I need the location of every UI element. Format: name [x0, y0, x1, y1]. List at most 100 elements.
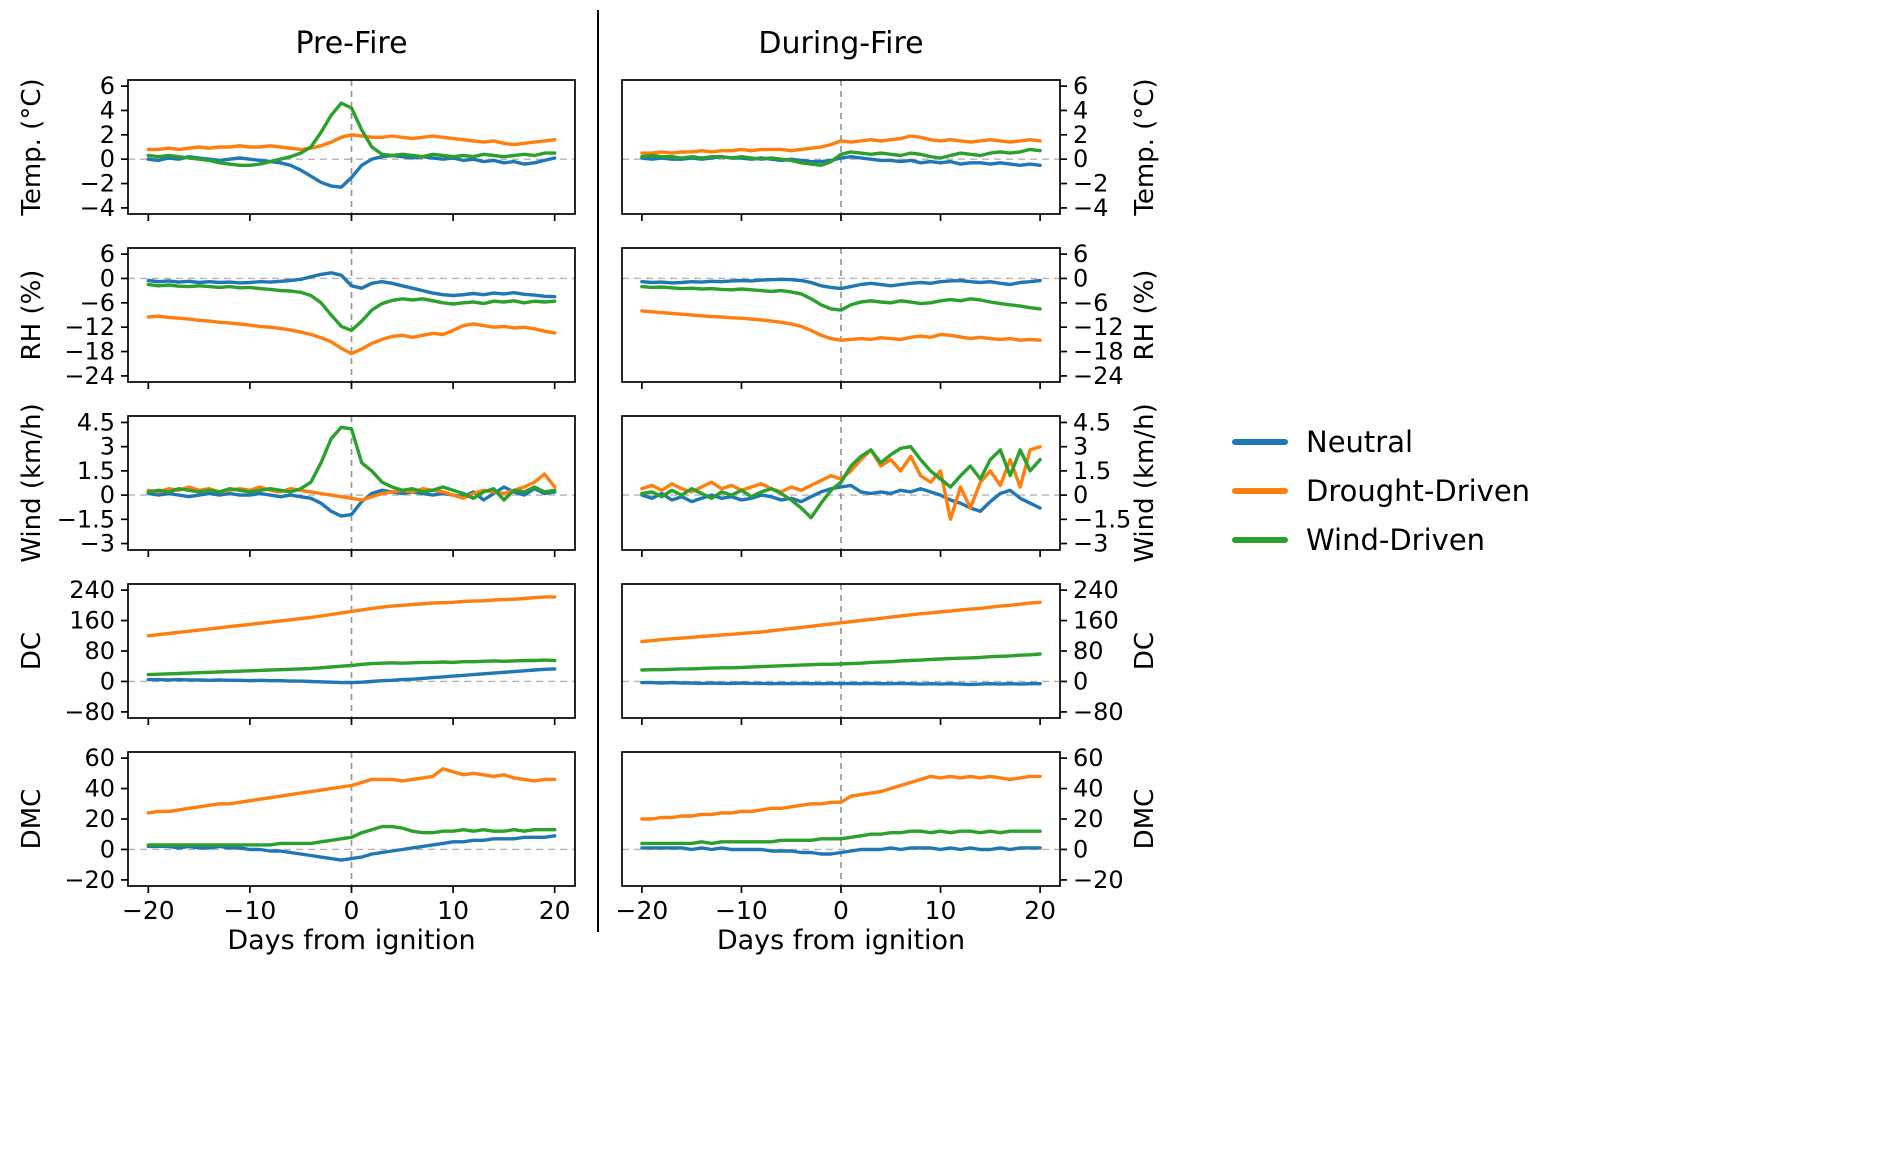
svg-text:4: 4: [100, 96, 115, 124]
svg-text:6: 6: [100, 72, 115, 100]
svg-text:0: 0: [344, 896, 360, 925]
svg-text:0: 0: [100, 145, 115, 173]
chart-during-rh: −24−18−12−606: [621, 240, 1124, 390]
svg-text:10: 10: [437, 896, 469, 925]
svg-text:80: 80: [84, 637, 115, 665]
chart-pre-wind: −3−1.501.534.5: [57, 408, 576, 558]
svg-text:60: 60: [1073, 744, 1104, 772]
svg-text:−1.5: −1.5: [1073, 505, 1131, 533]
svg-text:40: 40: [84, 775, 115, 803]
svg-text:80: 80: [1073, 637, 1104, 665]
svg-text:−24: −24: [1073, 362, 1124, 390]
svg-text:0: 0: [1073, 667, 1088, 695]
svg-text:20: 20: [1024, 896, 1056, 925]
svg-text:3: 3: [1073, 433, 1088, 461]
svg-text:160: 160: [1073, 607, 1119, 635]
panel-during-dmc: −20 0 20 40 60 −20 −10 0 10 20: [616, 744, 1124, 925]
svg-text:−20: −20: [122, 896, 175, 925]
chart-pre-rh: −24−18−12−606: [64, 240, 576, 390]
svg-text:4.5: 4.5: [1073, 408, 1111, 436]
svg-text:3: 3: [100, 433, 115, 461]
legend-entry-neutral: Neutral: [1232, 424, 1530, 460]
ylabel-right-dmc: DMC: [1130, 788, 1160, 850]
legend-entry-drought-driven: Drought-Driven: [1232, 473, 1530, 509]
svg-text:0: 0: [1073, 835, 1088, 863]
svg-text:−1.5: −1.5: [57, 505, 115, 533]
svg-text:−2: −2: [1073, 170, 1108, 198]
panel-pre-dmc: −20 0 20 40 60 −20 −10 0 10 20: [64, 744, 576, 925]
neutral-line-swatch-icon: [1232, 439, 1288, 445]
svg-text:2: 2: [100, 121, 115, 149]
panel-pre-rh: −24 −18 −12 −6 0 6: [64, 240, 576, 390]
svg-text:−6: −6: [80, 289, 115, 317]
column-divider: [597, 10, 599, 932]
panel-during-dc: −80 0 80 160 240: [621, 576, 1124, 726]
svg-text:0: 0: [100, 835, 115, 863]
svg-text:−3: −3: [80, 530, 115, 558]
panel-during-rh: −24 −18 −12 −6 0 6: [621, 240, 1124, 390]
svg-text:−80: −80: [1073, 698, 1124, 726]
panel-pre-temp: −4 −2 0 2 4 6: [80, 72, 576, 222]
svg-text:10: 10: [925, 896, 957, 925]
svg-text:−80: −80: [64, 698, 115, 726]
legend-label-drought-driven: Drought-Driven: [1306, 474, 1531, 508]
svg-text:0: 0: [100, 481, 115, 509]
svg-text:2: 2: [1073, 121, 1088, 149]
panel-during-temp: −4 −2 0 2 4 6: [621, 72, 1108, 222]
svg-text:0: 0: [100, 667, 115, 695]
svg-text:60: 60: [84, 744, 115, 772]
svg-text:0: 0: [1073, 145, 1088, 173]
svg-text:6: 6: [1073, 72, 1088, 100]
legend-entry-wind-driven: Wind-Driven: [1232, 522, 1530, 558]
svg-text:240: 240: [1073, 576, 1119, 604]
wind-driven-line-swatch-icon: [1232, 537, 1288, 543]
panel-pre-dc: −80 0 80 160 240: [64, 576, 576, 726]
svg-text:−12: −12: [1073, 313, 1124, 341]
svg-text:−10: −10: [224, 896, 277, 925]
legend: Neutral Drought-Driven Wind-Driven: [1232, 424, 1530, 558]
chart-during-wind: −3−1.501.534.5: [621, 408, 1131, 558]
svg-text:20: 20: [1073, 805, 1104, 833]
svg-text:−4: −4: [1073, 194, 1108, 222]
svg-text:−20: −20: [64, 866, 115, 894]
svg-text:−24: −24: [64, 362, 115, 390]
column-title-pre-fire: Pre-Fire: [295, 26, 408, 61]
panel-during-wind: −3 −1.5 0 1.5 3 4.5: [621, 408, 1131, 558]
svg-text:4: 4: [1073, 96, 1088, 124]
svg-text:1.5: 1.5: [77, 457, 115, 485]
legend-label-neutral: Neutral: [1306, 425, 1414, 459]
svg-text:1.5: 1.5: [1073, 457, 1111, 485]
svg-text:20: 20: [84, 805, 115, 833]
svg-text:0: 0: [1073, 264, 1088, 292]
svg-text:−3: −3: [1073, 530, 1108, 558]
svg-text:−12: −12: [64, 313, 115, 341]
svg-text:−20: −20: [1073, 866, 1124, 894]
xlabel-pre: Days from ignition: [227, 925, 476, 956]
svg-text:−2: −2: [80, 170, 115, 198]
svg-text:6: 6: [1073, 240, 1088, 268]
svg-text:−6: −6: [1073, 289, 1108, 317]
svg-text:−10: −10: [715, 896, 768, 925]
svg-text:−4: −4: [80, 194, 115, 222]
xlabel-during: Days from ignition: [716, 925, 966, 956]
svg-text:0: 0: [833, 896, 849, 925]
svg-text:0: 0: [1073, 481, 1088, 509]
svg-text:160: 160: [69, 607, 115, 635]
svg-text:20: 20: [539, 896, 571, 925]
legend-label-wind-driven: Wind-Driven: [1306, 523, 1486, 557]
svg-text:−20: −20: [616, 896, 669, 925]
svg-text:−18: −18: [64, 338, 115, 366]
svg-text:6: 6: [100, 240, 115, 268]
ylabel-left-dmc: DMC: [17, 788, 47, 850]
panel-pre-wind: −3 −1.5 0 1.5 3 4.5: [57, 408, 576, 558]
svg-text:4.5: 4.5: [77, 408, 115, 436]
svg-text:240: 240: [69, 576, 115, 604]
column-title-during-fire: During-Fire: [758, 26, 924, 61]
